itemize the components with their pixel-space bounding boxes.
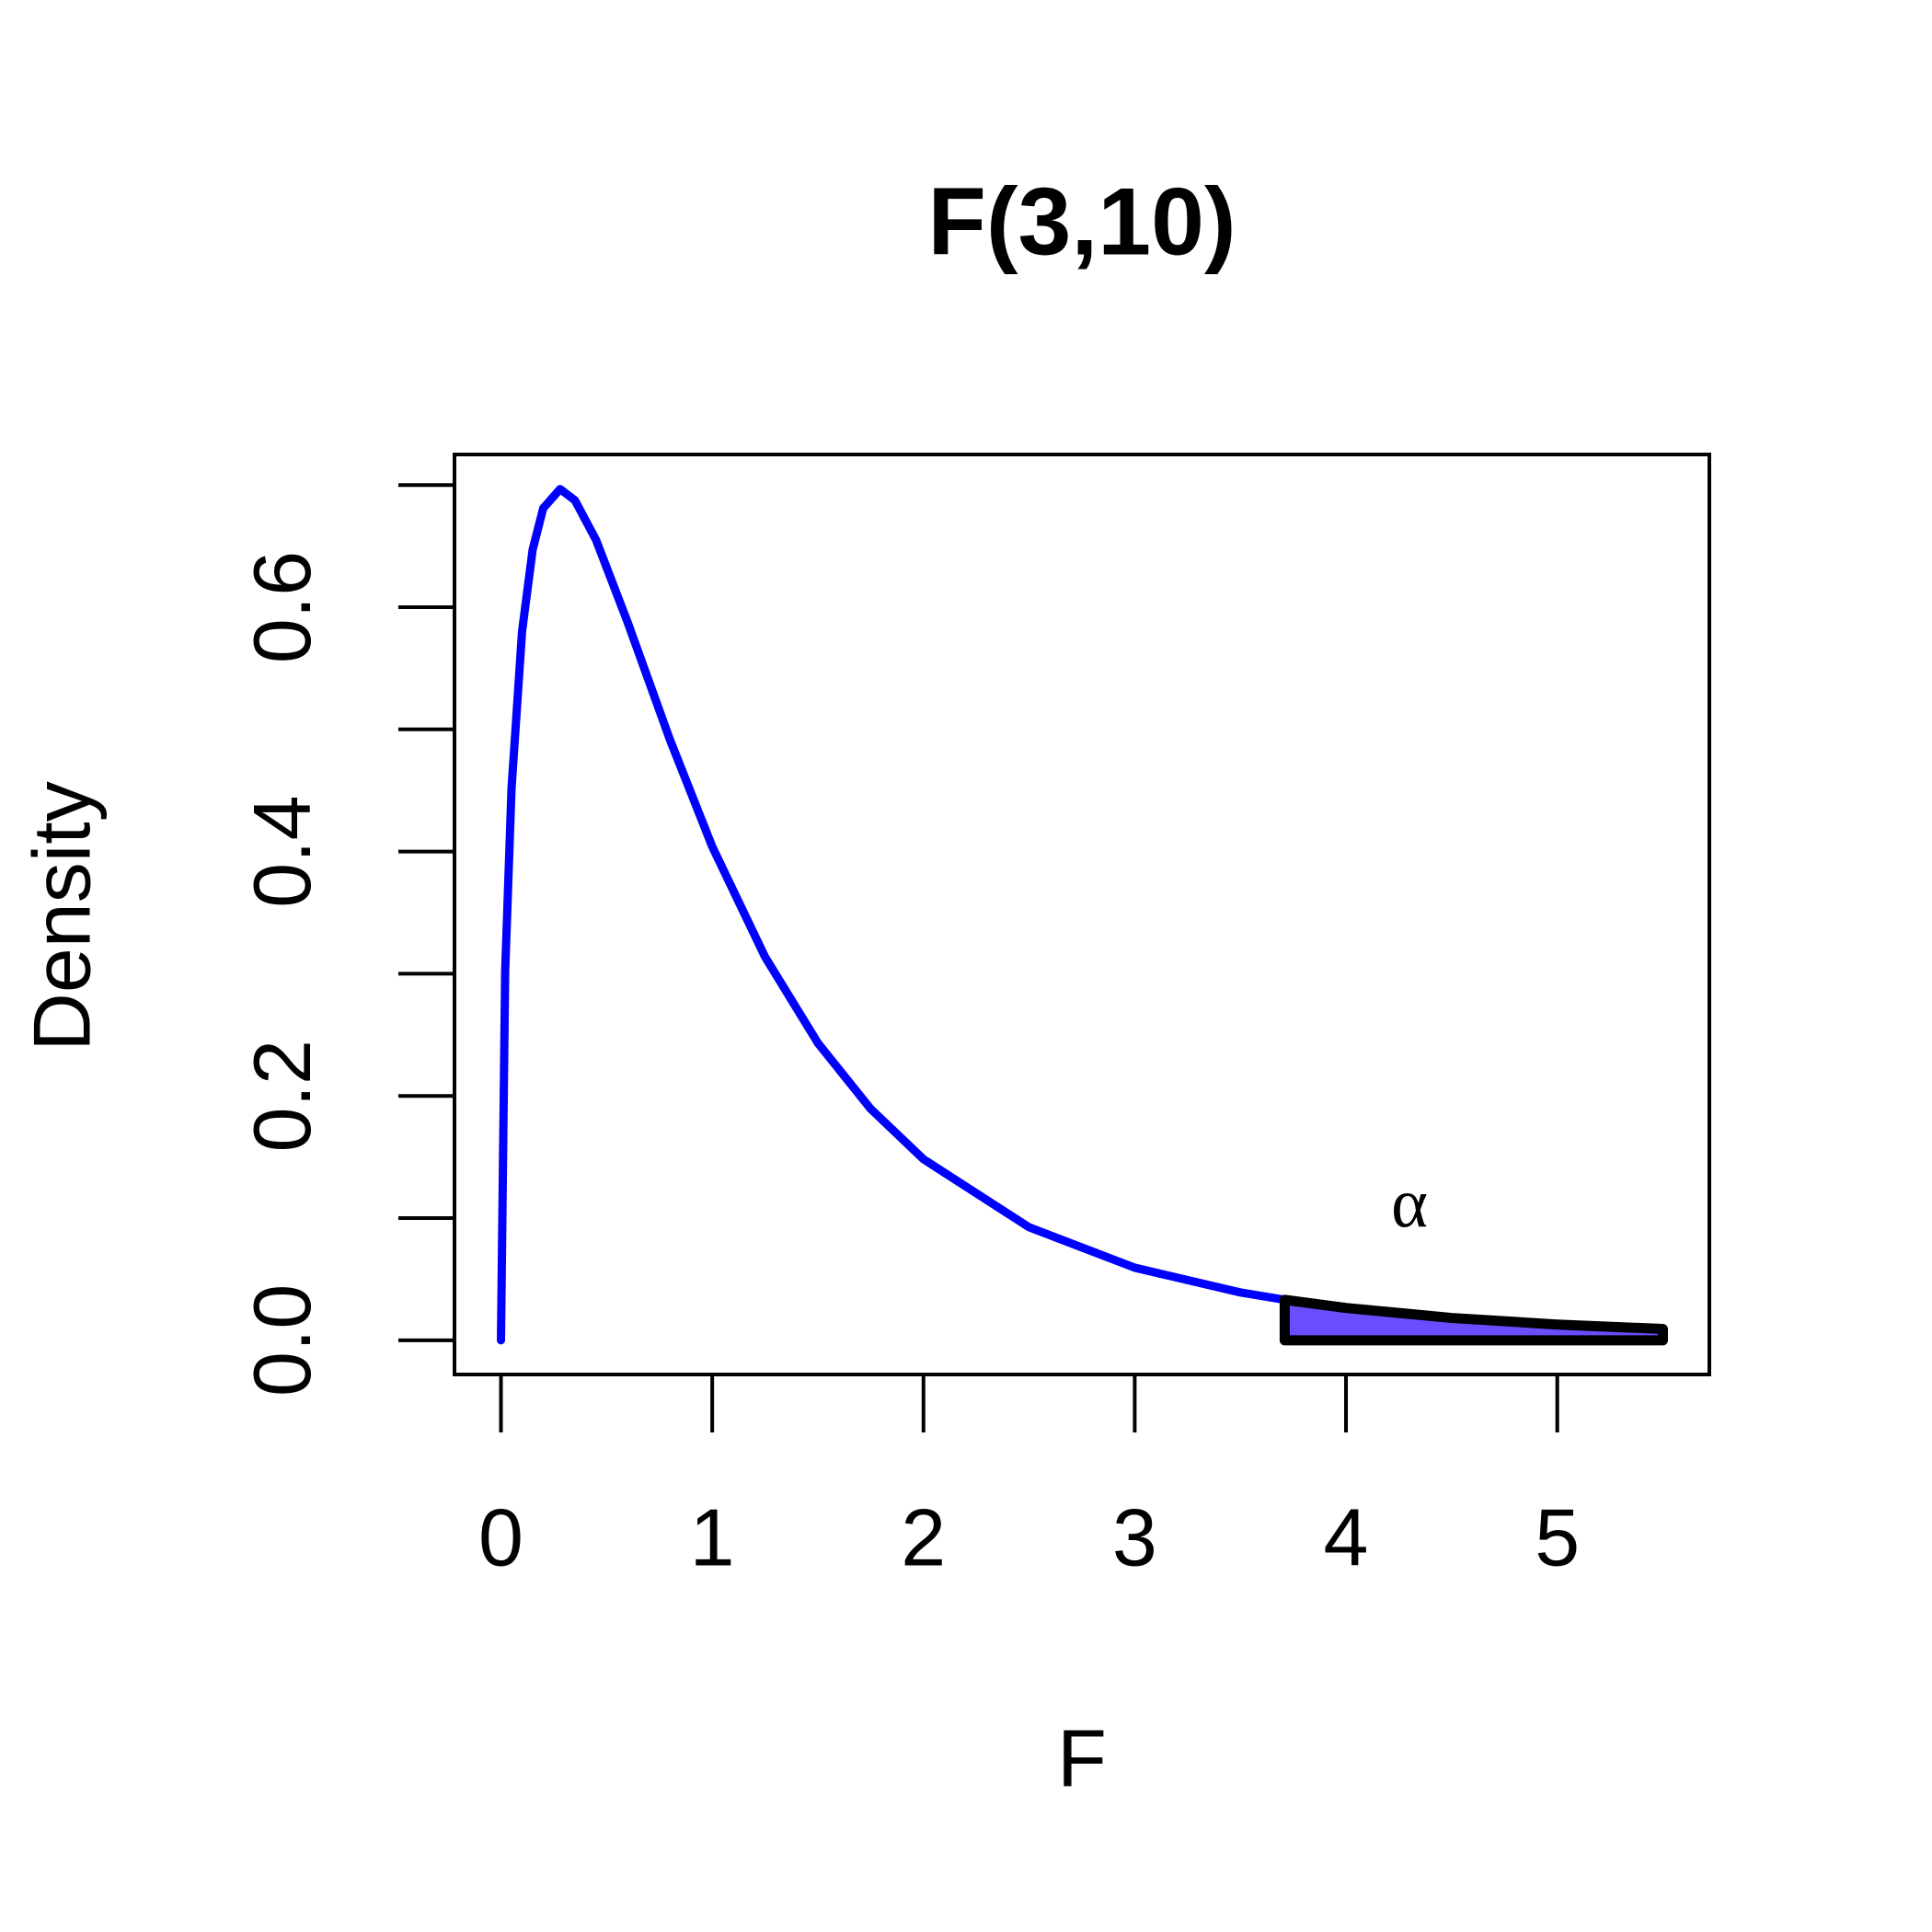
x-tick-label: 5 (1535, 1491, 1580, 1582)
y-tick-label: 0.4 (236, 795, 328, 907)
x-tick-label: 3 (1112, 1491, 1157, 1582)
x-axis-label: F (1057, 1712, 1107, 1803)
alpha-label: α (1391, 1165, 1428, 1242)
density-line (497, 485, 1667, 1345)
y-tick-label: 0.6 (236, 551, 328, 663)
alpha-region (1279, 1294, 1668, 1346)
x-tick-label: 2 (901, 1491, 946, 1582)
chart-title: F(3,10) (927, 168, 1236, 275)
plot-frame (453, 453, 1711, 1376)
x-tick-label: 4 (1324, 1491, 1369, 1582)
y-tick-label: 0.0 (236, 1284, 328, 1397)
x-tick-label: 1 (690, 1491, 735, 1582)
y-axis-label: Density (16, 781, 107, 1051)
x-tick-label: 0 (478, 1491, 523, 1582)
y-tick-label: 0.2 (236, 1040, 328, 1152)
